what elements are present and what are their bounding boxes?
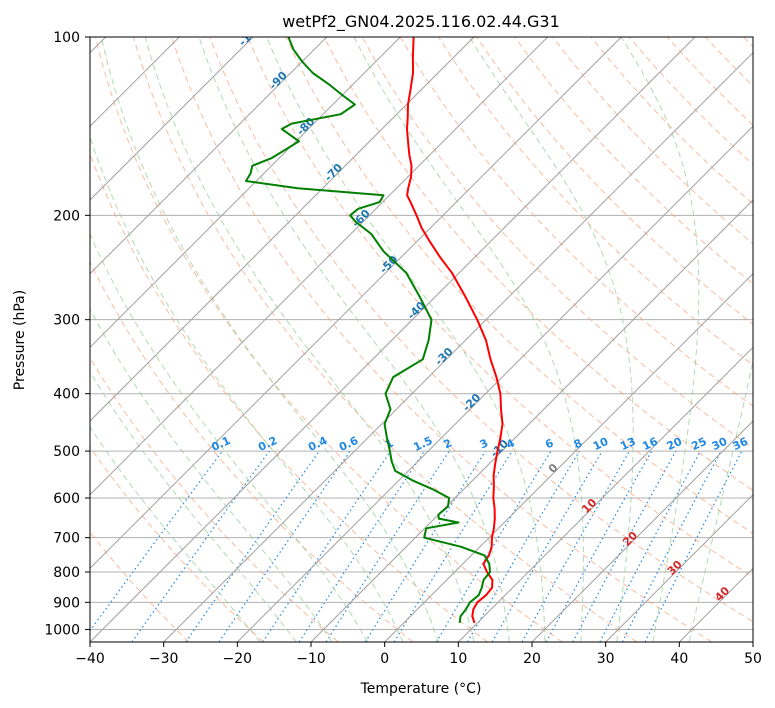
isotherms (90, 37, 753, 642)
isotherm-line (90, 37, 622, 570)
dry-adiabat-line (476, 37, 753, 325)
dry-adiabat-line (90, 356, 339, 642)
moist-adiabat-line (100, 37, 439, 642)
x-axis-ticks: −40 −30 −20 −10 0 10 20 30 40 50 (75, 642, 762, 667)
moist-adiabat-line (353, 37, 584, 642)
isotherm-label: -100 (236, 20, 265, 49)
x-tick-label: −10 (296, 651, 326, 667)
isotherm-line (90, 37, 328, 275)
dry-adiabat-line (285, 37, 753, 535)
y-axis-title: Pressure (hPa) (12, 290, 28, 390)
dry-adiabat-line (94, 37, 563, 642)
x-tick-label: 40 (670, 651, 688, 667)
mixing-ratio-label: 13 (618, 435, 637, 453)
dry-adiabat-line (171, 37, 712, 642)
dry-adiabat-line (90, 260, 414, 642)
mixing-ratio-label: 10 (591, 435, 611, 453)
isotherm-line (90, 37, 475, 422)
dry-adiabat-line (90, 446, 264, 642)
y-tick-label: 800 (53, 565, 80, 581)
y-tick-label: 1000 (44, 622, 80, 638)
pressure-gridlines (90, 37, 753, 630)
moist-adiabat-line (198, 37, 510, 642)
isotherm-line (90, 37, 549, 496)
y-tick-label: 900 (53, 595, 80, 611)
mixing-ratio-label: 16 (640, 435, 660, 453)
x-tick-label: 50 (744, 651, 762, 667)
mixing-ratio-line (466, 450, 580, 642)
dry-adiabat-line (247, 37, 753, 578)
moist-adiabat-line (90, 232, 369, 642)
isotherm-line (457, 346, 753, 642)
chart-title: wetPf2_GN04.2025.116.02.44.G31 (282, 12, 560, 32)
moist-adiabat-line (90, 426, 261, 642)
mixing-ratio-line (572, 450, 677, 642)
mixing-ratio-line (218, 450, 351, 642)
isotherm-line (605, 493, 753, 642)
mixing-ratio-line (599, 450, 702, 642)
isotherm-line (310, 199, 753, 642)
dry-adiabat-line (323, 37, 753, 491)
plot-frame (89, 36, 754, 643)
isotherm-line (236, 125, 753, 642)
isotherm-line (90, 37, 696, 642)
y-tick-label: 500 (53, 444, 80, 460)
isotherm-line (90, 37, 254, 201)
mixing-ratio-label: 20 (665, 435, 685, 453)
x-tick-label: −20 (223, 651, 253, 667)
moist-adiabat-line (90, 135, 404, 642)
mixing-ratio-line (262, 450, 392, 642)
mixing-ratio-line (364, 450, 486, 642)
dry-adiabat-line (514, 37, 753, 285)
x-axis-title: Temperature (°C) (360, 681, 482, 697)
mixing-ratio-label: 36 (731, 435, 751, 453)
mixing-ratio-line (298, 450, 425, 642)
moist-adiabat-line (620, 37, 700, 642)
dry-adiabats (90, 37, 753, 642)
moist-adiabats (90, 37, 753, 642)
y-tick-label: 700 (53, 531, 80, 547)
moist-adiabat-line (90, 308, 333, 642)
isotherm-line (531, 420, 753, 642)
x-tick-label: −40 (75, 651, 105, 667)
dewpoint-profile-line (245, 37, 491, 624)
mixing-ratio-label: 25 (689, 435, 708, 453)
x-tick-label: 30 (597, 651, 615, 667)
y-tick-label: 100 (53, 30, 80, 46)
x-tick-label: 10 (449, 651, 467, 667)
isotherm-line (163, 51, 753, 642)
isotherm-line (384, 272, 753, 642)
x-tick-label: 20 (523, 651, 541, 667)
moist-adiabat-line (144, 37, 475, 642)
mixing-ratio-label: 30 (710, 435, 730, 453)
sounding-series (245, 37, 504, 624)
temperature-profile-line (406, 37, 504, 624)
moist-adiabat-line (266, 37, 546, 642)
moist-adiabat-line (90, 370, 297, 642)
y-tick-label: 300 (53, 313, 80, 329)
mixing-ratio-line (325, 450, 450, 642)
x-tick-label: −30 (149, 651, 179, 667)
mixing-ratio-line (185, 450, 320, 642)
y-axis-ticks: 100 200 300 400 500 600 700 800 900 1000 (44, 30, 90, 638)
dry-adiabat-line (132, 37, 638, 642)
y-tick-label: 400 (53, 387, 80, 403)
moist-adiabat-line (688, 358, 753, 642)
y-tick-label: 200 (53, 208, 80, 224)
y-tick-label: 600 (53, 491, 80, 507)
moist-adiabat-line (469, 37, 634, 642)
isotherm-line (90, 37, 401, 349)
dry-adiabat-line (209, 37, 753, 623)
x-tick-label: 0 (380, 651, 389, 667)
